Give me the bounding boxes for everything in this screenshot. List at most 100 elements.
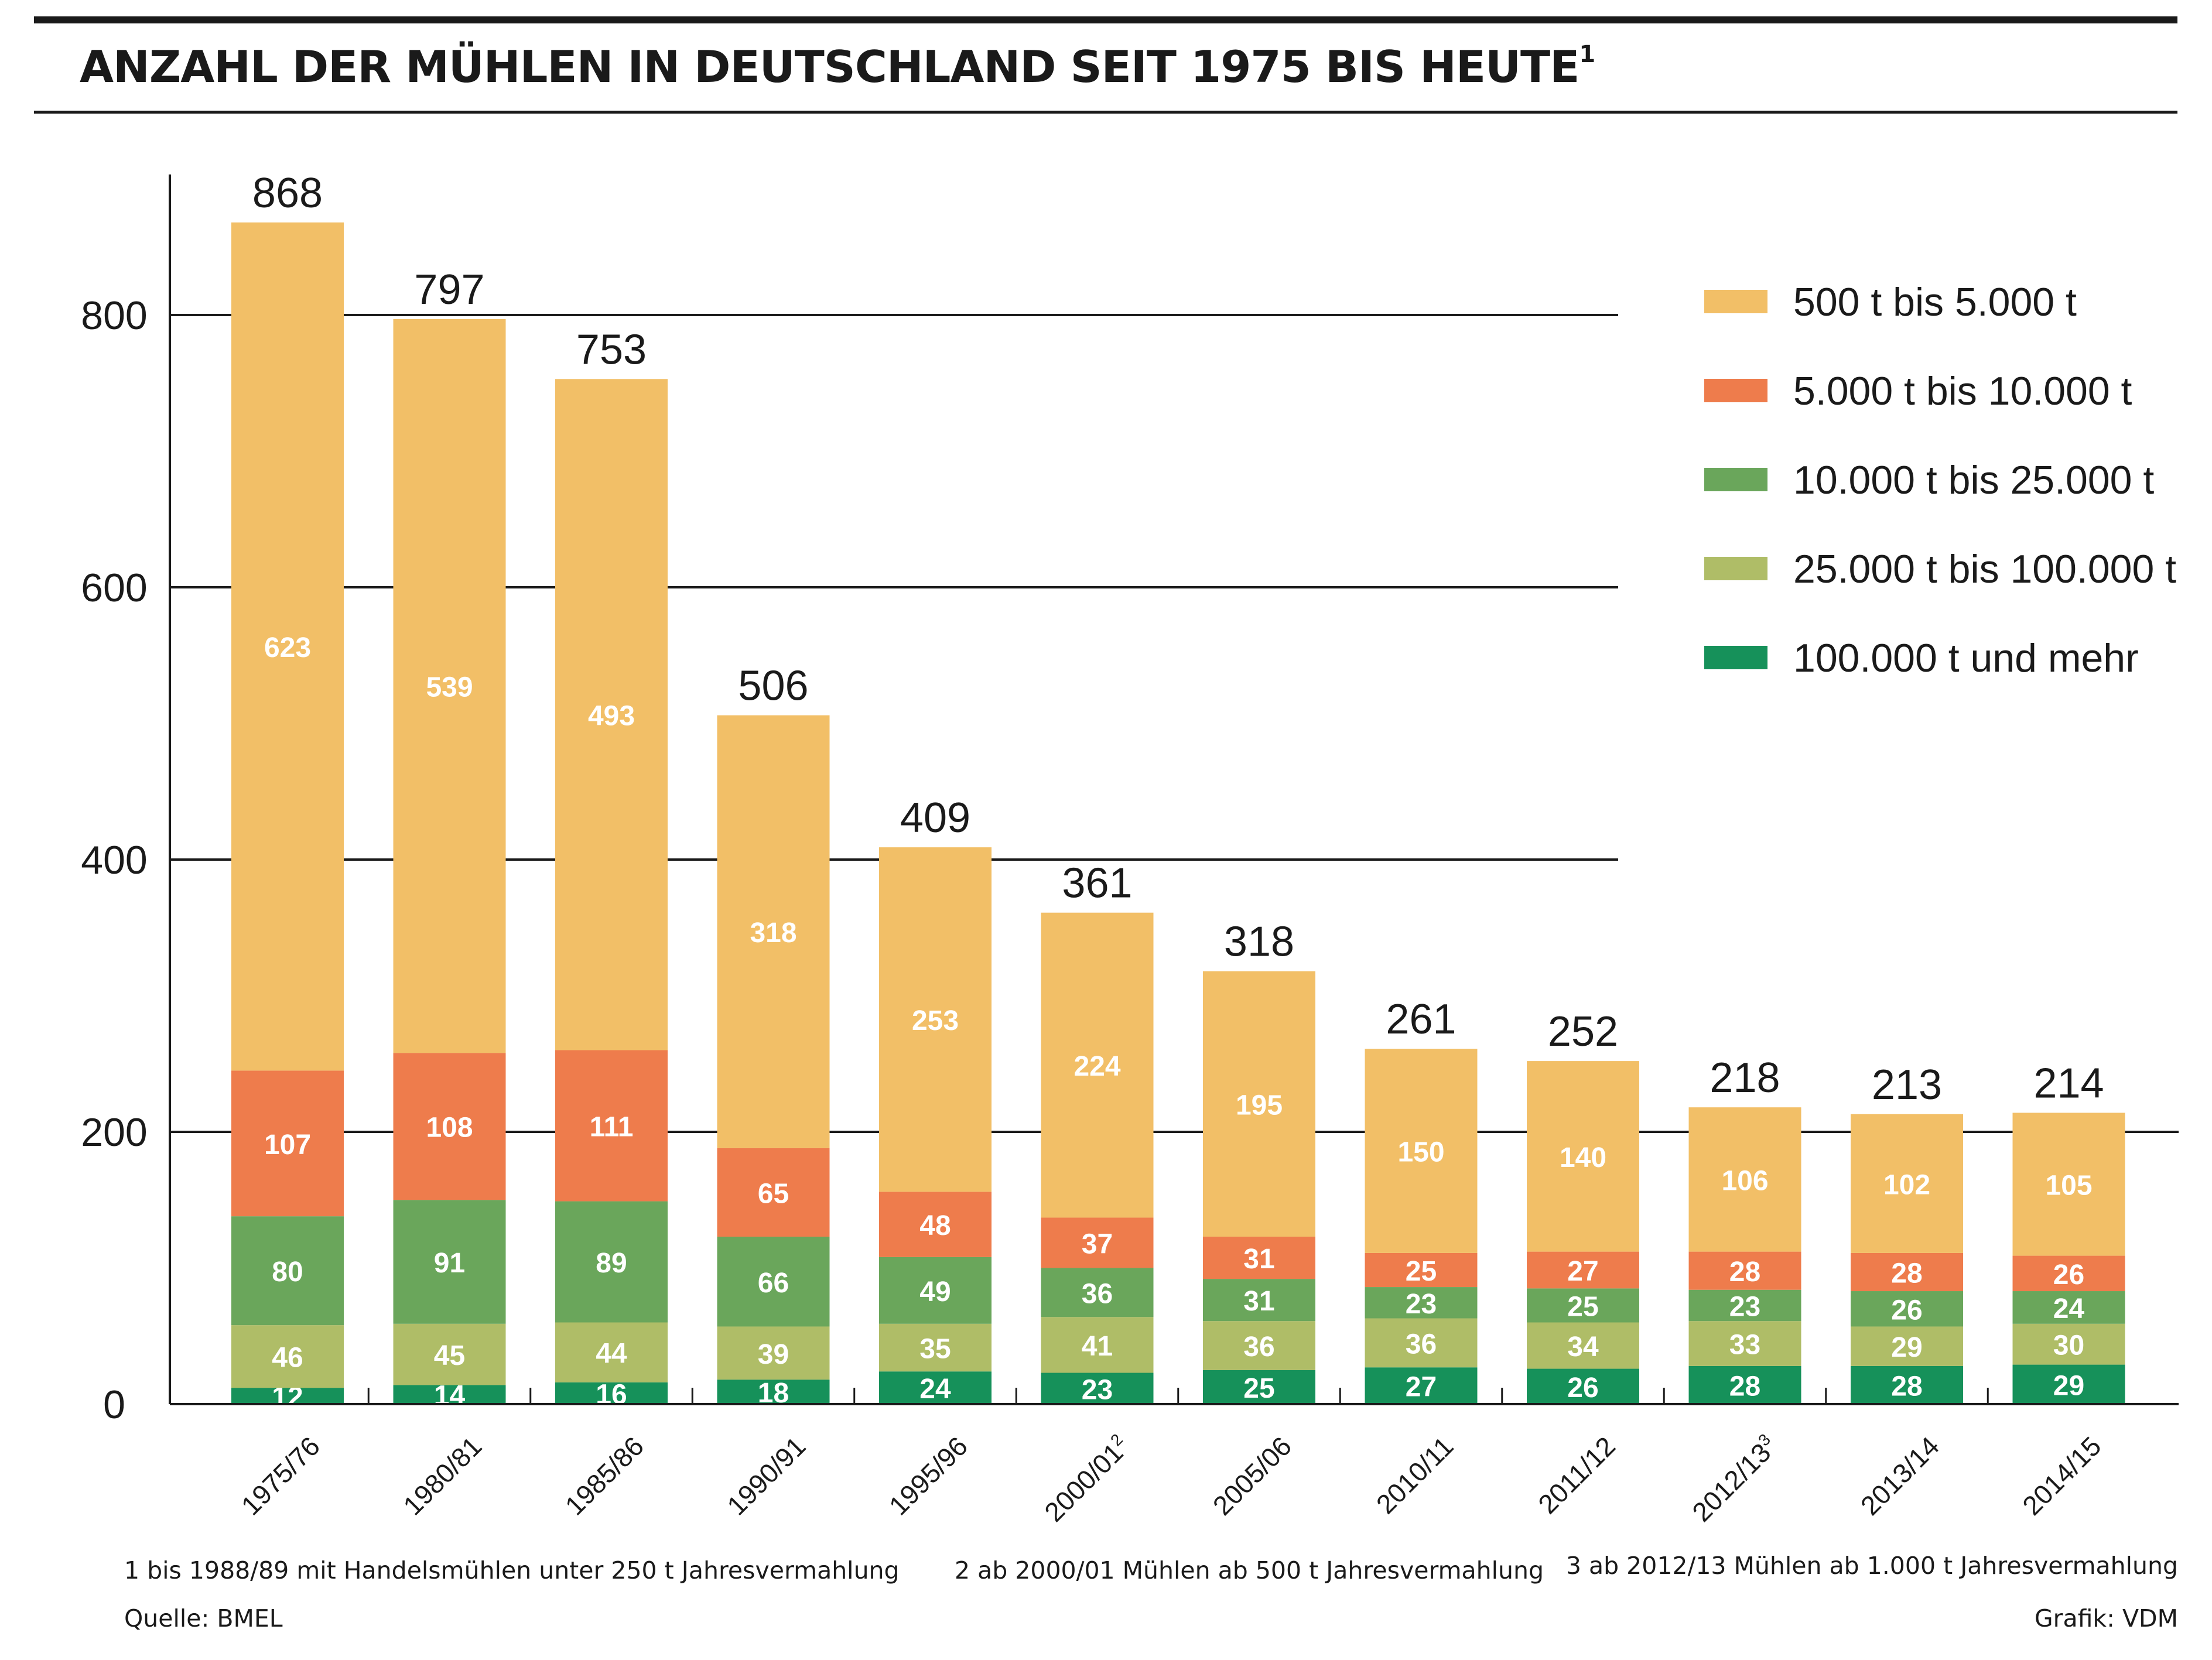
- legend-label: 25.000 t bis 100.000 t: [1793, 547, 2176, 591]
- bar-segment: [1688, 1321, 1801, 1366]
- bar-segment: [1851, 1114, 1963, 1253]
- y-tick-label: 600: [81, 566, 147, 610]
- bar-value-label: 23: [1729, 1291, 1760, 1322]
- bar-value-label: 107: [264, 1130, 311, 1161]
- bar-segment: [1203, 1279, 1315, 1322]
- bar-value-label: 34: [1567, 1332, 1599, 1363]
- bar-segment: [1041, 1373, 1154, 1404]
- bar-segment: [1688, 1251, 1801, 1290]
- bar-segment: [1203, 971, 1315, 1237]
- bar-value-label: 623: [264, 632, 311, 663]
- bar-value-label: 41: [1082, 1331, 1113, 1362]
- bar-segment: [231, 1388, 344, 1404]
- x-tick-label: 1975/76: [235, 1430, 326, 1521]
- legend-swatch: [1704, 379, 1767, 402]
- bar-segment: [393, 1323, 506, 1385]
- bar-segment: [231, 1325, 344, 1388]
- bar-value-label: 48: [919, 1210, 951, 1241]
- bar-segment: [1527, 1368, 1639, 1404]
- bar-value-label: 493: [588, 700, 635, 731]
- bar-value-label: 36: [1406, 1329, 1437, 1360]
- x-tick-label: 2000/012: [1038, 1430, 1136, 1528]
- bar-total-label: 797: [414, 266, 484, 313]
- bar-value-label: 318: [750, 918, 796, 949]
- x-tick-label-text: 2014/15: [2016, 1430, 2107, 1521]
- bar-segment: [879, 847, 992, 1192]
- bar-value-label: 23: [1406, 1289, 1437, 1320]
- bar-value-label: 31: [1243, 1244, 1274, 1275]
- bar-total-label: 318: [1224, 919, 1294, 966]
- bar-value-label: 26: [1891, 1295, 1922, 1326]
- bar-segment: [555, 1201, 668, 1323]
- bar-value-label: 89: [596, 1248, 627, 1279]
- bar-value-label: 39: [758, 1339, 789, 1370]
- bar-segment: [879, 1323, 992, 1372]
- bar-value-label: 65: [758, 1178, 789, 1209]
- bar-value-label: 27: [1406, 1372, 1437, 1403]
- bar-segment: [717, 1148, 830, 1237]
- bar-segment: [717, 1326, 830, 1380]
- y-tick-label: 400: [81, 838, 147, 882]
- bar-segment: [1527, 1061, 1639, 1252]
- x-tick-label: 1995/96: [883, 1430, 973, 1521]
- x-tick-label-text: 1995/96: [883, 1430, 973, 1521]
- bar-value-label: 105: [2045, 1170, 2092, 1202]
- chart-title-footnote-mark: 1: [1579, 41, 1595, 68]
- bar-value-label: 49: [919, 1276, 951, 1308]
- bar-segment: [717, 1380, 830, 1404]
- bar-segment: [1851, 1326, 1963, 1366]
- bar-segment: [555, 1382, 668, 1404]
- bar-value-label: 253: [912, 1005, 959, 1036]
- bar-value-label: 102: [1883, 1169, 1930, 1200]
- bar-total-label: 252: [1548, 1008, 1618, 1055]
- bar-total-label: 506: [738, 663, 808, 710]
- bar-segment: [1688, 1107, 1801, 1252]
- bar-value-label: 224: [1073, 1051, 1120, 1082]
- x-tick-label-text: 2013/14: [1855, 1430, 1945, 1521]
- bar-value-label: 25: [1243, 1373, 1274, 1404]
- x-tick-label: 1990/91: [721, 1430, 811, 1521]
- y-tick-label: 200: [81, 1110, 147, 1155]
- x-tick-label-text: 2011/12: [1532, 1430, 1621, 1519]
- bar-total-label: 214: [2033, 1060, 2104, 1107]
- bar-segment: [879, 1371, 992, 1404]
- legend-swatch: [1704, 468, 1767, 491]
- bar-segment: [2012, 1113, 2125, 1256]
- bar-segment: [231, 1070, 344, 1217]
- bar-segment: [1527, 1322, 1639, 1369]
- bar-segment: [717, 1237, 830, 1327]
- bar-value-label: 28: [1891, 1258, 1922, 1289]
- bar-segment: [1527, 1251, 1639, 1289]
- x-tick-label-text: 2010/11: [1370, 1430, 1459, 1519]
- bar-segment: [1203, 1321, 1315, 1370]
- bar-segment: [2012, 1364, 2125, 1404]
- footnote-2: 2 ab 2000/01 Mühlen ab 500 t Jahresverma…: [955, 1556, 1544, 1584]
- bar-segment: [555, 1050, 668, 1202]
- bar-value-label: 36: [1082, 1278, 1113, 1309]
- x-tick-label-text: 1990/91: [721, 1430, 811, 1521]
- bar-segment: [1365, 1367, 1478, 1404]
- x-tick-label: 2005/06: [1207, 1430, 1297, 1521]
- bar-segment: [1041, 1268, 1154, 1317]
- bar-value-label: 23: [1082, 1374, 1113, 1405]
- bar-segment: [393, 319, 506, 1053]
- bar-value-label: 30: [2053, 1330, 2084, 1361]
- bar-value-label: 31: [1243, 1286, 1274, 1317]
- bar-segment: [1203, 1370, 1315, 1404]
- bar-segment: [1527, 1288, 1639, 1323]
- bar-value-label: 28: [1891, 1371, 1922, 1402]
- x-tick-label: 2010/11: [1370, 1430, 1459, 1519]
- bar-value-label: 16: [596, 1379, 627, 1410]
- x-tick-label-text: 1985/86: [559, 1430, 649, 1521]
- x-tick-label: 2011/12: [1532, 1430, 1621, 1519]
- bar-segment: [1041, 1217, 1154, 1268]
- x-tick-label-text: 1980/81: [397, 1430, 487, 1521]
- bar-segment: [231, 222, 344, 1071]
- bar-value-label: 108: [426, 1113, 473, 1144]
- bar-value-label: 111: [590, 1112, 634, 1143]
- bar-value-label: 24: [2053, 1293, 2085, 1324]
- x-tick-label: 2013/14: [1855, 1430, 1945, 1521]
- bar-segment: [2012, 1323, 2125, 1365]
- chart-title-text: ANZAHL DER MÜHLEN IN DEUTSCHLAND SEIT 19…: [80, 41, 1579, 93]
- x-tick-label: 1985/86: [559, 1430, 649, 1521]
